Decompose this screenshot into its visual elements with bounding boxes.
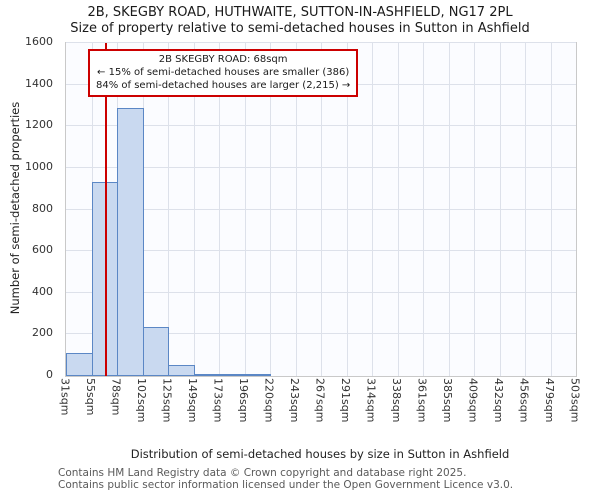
h-gridline <box>66 42 576 43</box>
x-tick-label: 314sqm <box>364 378 378 423</box>
x-axis-label: Distribution of semi-detached houses by … <box>130 447 510 461</box>
y-tick-label: 1400 <box>25 76 53 90</box>
x-tick-label: 31sqm <box>58 378 72 416</box>
x-tick-label: 503sqm <box>568 378 582 423</box>
x-tick-label: 291sqm <box>339 378 352 423</box>
y-tick-label: 600 <box>32 243 53 257</box>
x-tick-label: 196sqm <box>237 378 250 423</box>
v-gridline <box>423 43 424 376</box>
footer-attribution-2: Contains public sector information licen… <box>58 479 514 491</box>
histogram-bar <box>66 353 93 376</box>
histogram-bar <box>193 373 220 376</box>
x-tick-label: 78sqm <box>109 378 123 416</box>
v-gridline <box>397 43 399 376</box>
histogram-bar <box>244 374 271 376</box>
annotation-smaller: ← 15% of semi-detached houses are smalle… <box>97 67 350 78</box>
annotation-property: 2B SKEGBY ROAD: 68sqm <box>158 54 288 65</box>
v-gridline <box>168 43 169 376</box>
x-tick-label: 409sqm <box>466 378 480 423</box>
histogram-bar <box>142 327 169 376</box>
x-tick-label: 173sqm <box>211 378 225 423</box>
y-tick-label: 0 <box>46 368 53 381</box>
annotation-box: 2B SKEGBY ROAD: 68sqm ← 15% of semi-deta… <box>88 49 359 97</box>
x-tick-label: 243sqm <box>288 378 301 423</box>
y-tick-label: 1600 <box>25 35 53 48</box>
v-gridline <box>295 43 297 376</box>
v-gridline <box>448 43 450 376</box>
histogram-bar <box>168 364 195 376</box>
y-axis-ticks: 0 200 400 600 800 1000 1200 1400 1600 <box>0 35 59 381</box>
x-tick-label: 456sqm <box>517 378 531 423</box>
v-gridline <box>474 43 475 376</box>
footer-attribution-1: Contains HM Land Registry data © Crown c… <box>58 467 467 479</box>
v-gridline <box>525 43 526 376</box>
v-gridline <box>346 43 348 376</box>
x-tick-label: 55sqm <box>84 378 97 416</box>
y-tick-label: 1200 <box>25 118 53 132</box>
v-gridline <box>219 43 220 376</box>
x-tick-label: 338sqm <box>390 378 403 423</box>
chart-subtitle: Size of property relative to semi-detach… <box>70 21 530 36</box>
x-tick-label: 220sqm <box>262 378 276 423</box>
annotation-larger: 84% of semi-detached houses are larger (… <box>96 80 351 91</box>
x-tick-label: 479sqm <box>543 378 556 423</box>
histogram-bar <box>117 107 144 376</box>
v-gridline <box>244 43 246 376</box>
x-tick-label: 102sqm <box>135 378 148 423</box>
x-tick-label: 432sqm <box>492 378 505 423</box>
x-tick-label: 385sqm <box>441 378 454 423</box>
x-axis-ticks: 31sqm 55sqm 78sqm 102sqm 125sqm 149sqm 173sqm 1… <box>59 378 582 448</box>
y-tick-label: 200 <box>32 326 53 340</box>
x-tick-label: 125sqm <box>160 378 174 423</box>
y-tick-label: 400 <box>32 284 53 298</box>
x-tick-label: 361sqm <box>415 378 429 423</box>
v-gridline <box>270 43 271 376</box>
v-gridline <box>321 43 322 376</box>
x-tick-label: 149sqm <box>186 378 199 423</box>
v-gridline <box>550 43 552 376</box>
v-gridline <box>499 43 501 376</box>
histogram-bar <box>219 373 246 376</box>
property-marker-line <box>104 43 107 376</box>
v-gridline <box>193 43 195 376</box>
y-tick-label: 1000 <box>25 159 53 173</box>
y-tick-label: 800 <box>32 201 53 215</box>
plot-area: 2B SKEGBY ROAD: 68sqm ← 15% of semi-deta… <box>65 42 577 377</box>
x-tick-label: 267sqm <box>313 378 327 423</box>
chart-title: 2B, SKEGBY ROAD, HUTHWAITE, SUTTON-IN-AS… <box>87 5 513 20</box>
v-gridline <box>372 43 373 376</box>
